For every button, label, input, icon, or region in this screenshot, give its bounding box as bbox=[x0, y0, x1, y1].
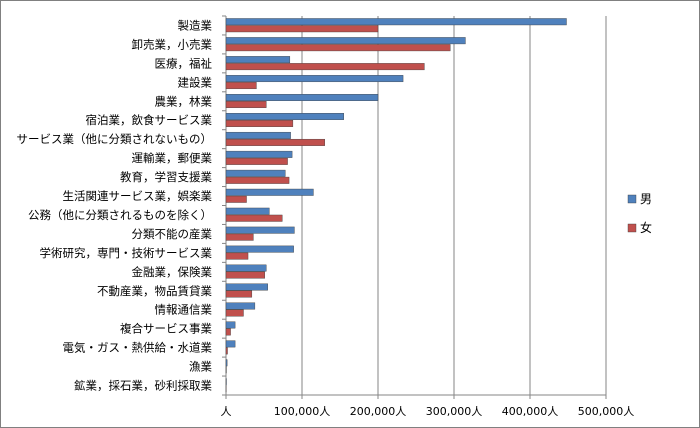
x-tick-label: 人 bbox=[221, 405, 232, 418]
x-tick-label: 500,000人 bbox=[578, 405, 635, 418]
category-label: 鉱業，採石業，砂利採取業 bbox=[74, 379, 212, 393]
bar-female bbox=[225, 176, 290, 184]
bar-female bbox=[225, 328, 231, 336]
bar-male bbox=[225, 359, 228, 367]
bar-female bbox=[225, 101, 267, 108]
bar-female bbox=[225, 347, 228, 355]
bar-male bbox=[225, 169, 286, 177]
plot-area bbox=[226, 16, 606, 395]
bar-female bbox=[225, 214, 283, 222]
bar-male bbox=[225, 37, 466, 45]
category-label: 宿泊業，飲食サービス業 bbox=[86, 113, 213, 127]
bar-female bbox=[225, 120, 294, 127]
category-label: 電気・ガス・熱供給・水道業 bbox=[63, 341, 213, 355]
bar-female bbox=[225, 63, 425, 71]
x-tick-label: 300,000人 bbox=[426, 405, 483, 418]
category-label: 製造業 bbox=[178, 18, 213, 32]
category-label: 複合サービス事業 bbox=[120, 322, 212, 336]
bar-male bbox=[225, 302, 256, 310]
bar-male bbox=[225, 226, 295, 234]
category-label: 分類不能の産業 bbox=[132, 227, 213, 241]
category-label: 運輸業，郵便業 bbox=[132, 151, 213, 165]
legend-swatch bbox=[627, 194, 637, 204]
bar-male bbox=[225, 340, 236, 348]
category-label: 建設業 bbox=[178, 75, 213, 89]
legend-label: 男 bbox=[640, 192, 652, 206]
bar-male bbox=[225, 264, 267, 272]
category-label: 卸売業，小売業 bbox=[132, 37, 213, 51]
bar-female bbox=[225, 82, 257, 90]
bar-female bbox=[225, 252, 249, 260]
bar-female bbox=[225, 309, 244, 317]
category-label: 生活関連サービス業，娯楽業 bbox=[63, 189, 213, 203]
bar-male bbox=[225, 56, 291, 64]
bar-male bbox=[225, 321, 236, 329]
bar-male bbox=[225, 188, 314, 196]
category-label: サービス業（他に分類されないもの） bbox=[17, 132, 213, 146]
x-tick-label: 400,000人 bbox=[502, 405, 559, 418]
bar-male bbox=[225, 18, 567, 26]
category-label: 不動産業，物品賃貸業 bbox=[97, 284, 212, 298]
bar-female bbox=[225, 138, 326, 146]
bar-male bbox=[225, 283, 268, 291]
bar-female bbox=[225, 44, 451, 52]
bar-female bbox=[225, 25, 379, 33]
legend-label: 女 bbox=[640, 220, 652, 235]
x-tick-label: 100,000人 bbox=[274, 405, 331, 418]
category-label: 農業，林業 bbox=[155, 94, 213, 108]
bar-female bbox=[225, 195, 247, 203]
x-tick-label: 200,000人 bbox=[350, 405, 407, 418]
category-label: 教育，学習支援業 bbox=[120, 170, 212, 184]
category-label: 医療，福祉 bbox=[155, 56, 213, 70]
bar-female bbox=[225, 233, 254, 241]
bar-male bbox=[225, 150, 293, 158]
bar-male bbox=[225, 245, 294, 253]
bar-male bbox=[225, 94, 379, 101]
category-label: 金融業，保険業 bbox=[132, 265, 213, 279]
legend-swatch bbox=[627, 223, 637, 233]
category-label: 学術研究，専門・技術サービス業 bbox=[40, 246, 213, 260]
bar-female bbox=[225, 157, 288, 165]
bar-male bbox=[225, 75, 404, 83]
category-label: 公務（他に分類されるものを除く） bbox=[28, 208, 212, 222]
bar-female bbox=[225, 290, 253, 298]
bar-male bbox=[225, 207, 270, 215]
bar-male bbox=[225, 113, 345, 120]
bar-female bbox=[225, 271, 265, 279]
category-label: 情報通信業 bbox=[155, 303, 213, 317]
category-label: 漁業 bbox=[189, 360, 212, 374]
bar-male bbox=[225, 131, 291, 139]
